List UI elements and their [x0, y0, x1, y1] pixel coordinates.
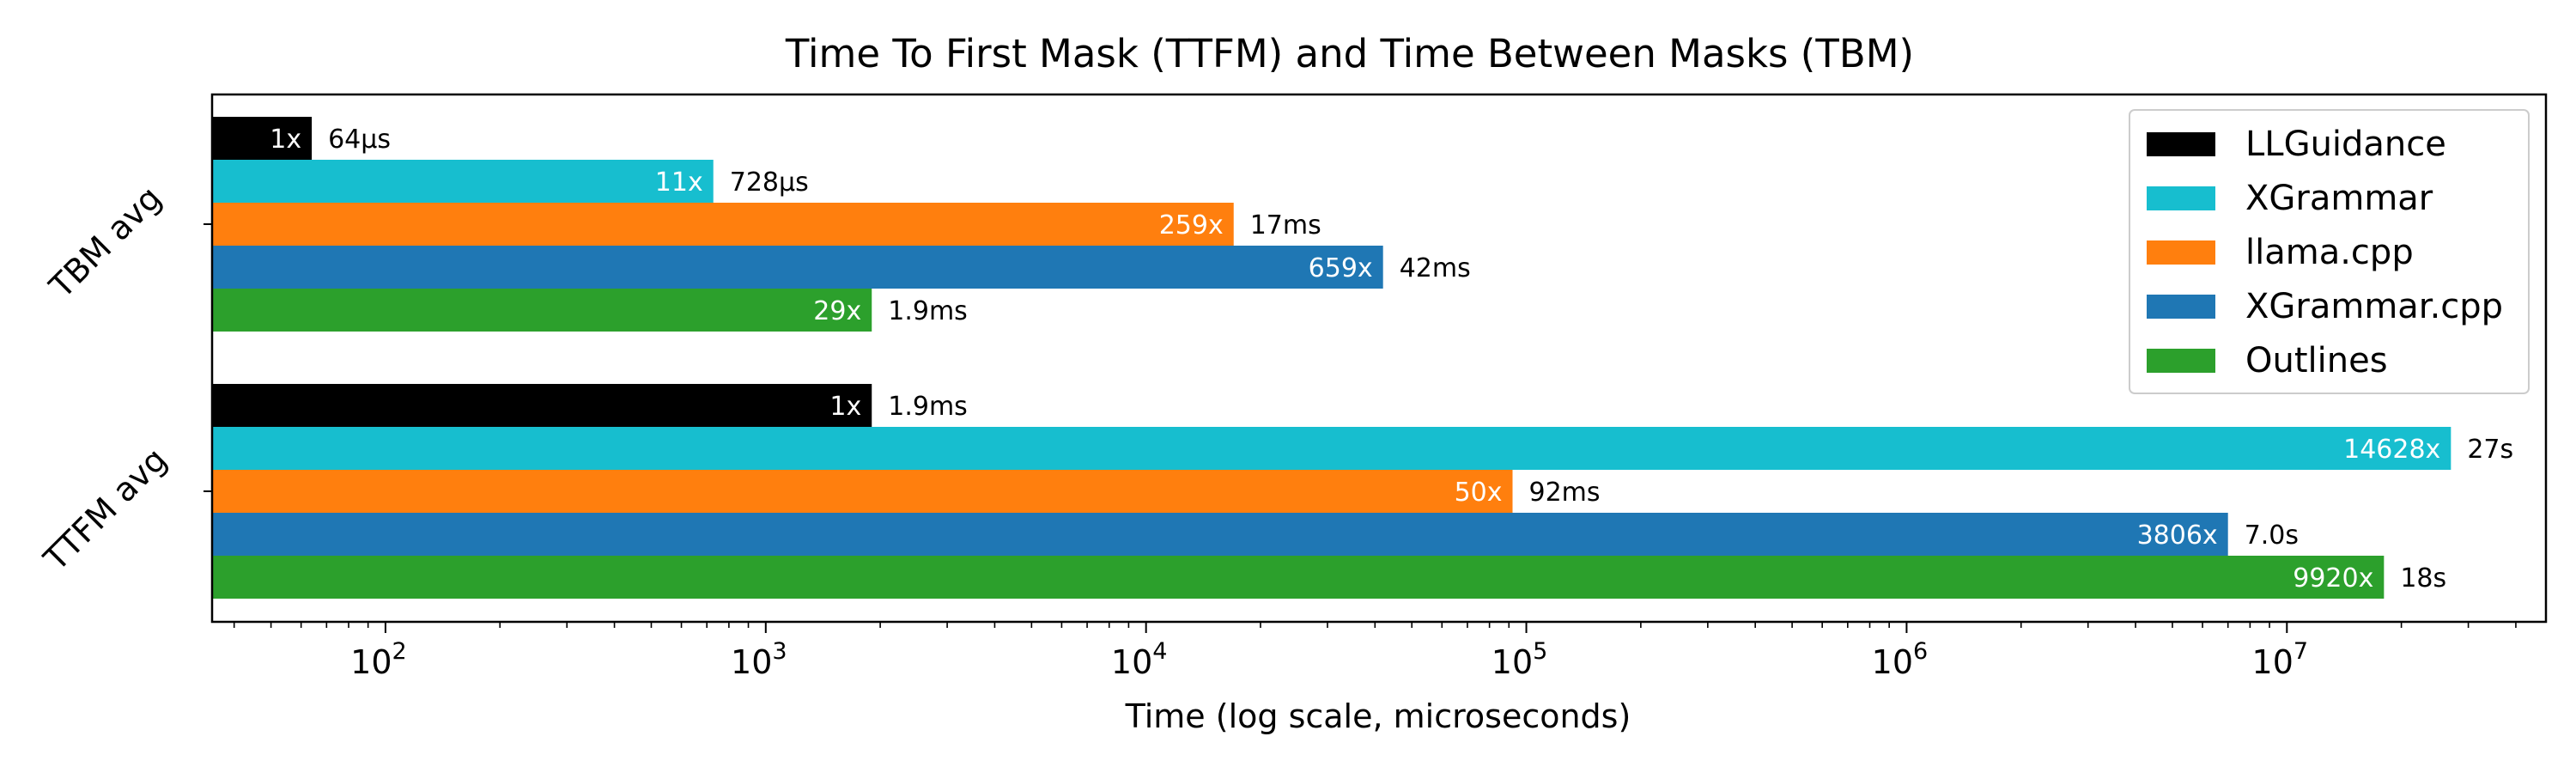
legend-entry-label: llama.cpp	[2245, 233, 2414, 272]
x-tick-label: 107	[2252, 638, 2309, 681]
bar	[212, 203, 1234, 246]
legend-entry-label: XGrammar.cpp	[2245, 287, 2503, 326]
bar-value-label: 64µs	[328, 125, 391, 155]
x-tick-label: 104	[1111, 638, 1168, 681]
x-tick-exponent: 5	[1533, 638, 1547, 665]
x-tick-base: 10	[2252, 643, 2293, 681]
bar	[212, 289, 872, 332]
legend-swatch	[2147, 295, 2215, 319]
bar	[212, 427, 2451, 470]
x-tick-base: 10	[731, 643, 772, 681]
bar-value-label: 7.0s	[2245, 520, 2299, 551]
bar	[212, 556, 2385, 599]
bar-value-label: 1.9ms	[888, 296, 968, 326]
x-tick-exponent: 6	[1913, 638, 1928, 665]
chart-title: Time To First Mask (TTFM) and Time Betwe…	[785, 31, 1914, 76]
x-tick-base: 10	[1872, 643, 1913, 681]
bar-value-label: 18s	[2400, 563, 2446, 593]
legend-box	[2129, 109, 2530, 394]
legend: LLGuidance XGrammar llama.cpp XGrammar.cpp O…	[2129, 109, 2530, 394]
bar	[212, 160, 714, 203]
legend-entry-label: XGrammar	[2245, 179, 2433, 218]
bar-value-label: 728µs	[730, 167, 809, 198]
bar-value-label: 92ms	[1529, 478, 1601, 508]
bar-ratio-label: 9920x	[2293, 563, 2373, 593]
x-tick-label: 106	[1872, 638, 1929, 681]
bar	[212, 117, 313, 160]
x-tick-exponent: 7	[2293, 638, 2308, 665]
bar-value-label: 1.9ms	[888, 392, 968, 422]
x-tick-exponent: 2	[392, 638, 407, 665]
bar-labels-layer: 1x 64µs 11x 728µs 259x 17ms 659x 42ms 29x 1.9ms 1x…	[270, 125, 2513, 593]
x-tick-base: 10	[350, 643, 392, 681]
bar	[212, 384, 872, 427]
bar-ratio-label: 259x	[1159, 210, 1224, 240]
legend-swatch	[2147, 186, 2215, 210]
x-tick-base: 10	[1492, 643, 1533, 681]
legend-swatch	[2147, 240, 2215, 265]
bar	[212, 246, 1383, 289]
bars-layer	[212, 117, 2451, 599]
x-tick-base: 10	[1111, 643, 1152, 681]
bar	[212, 470, 1513, 513]
x-tick-exponent: 4	[1152, 638, 1167, 665]
bar-value-label: 27s	[2467, 435, 2513, 465]
legend-swatch	[2147, 132, 2215, 156]
bar-ratio-label: 1x	[270, 125, 301, 155]
x-tick-label: 105	[1492, 638, 1548, 681]
bar-ratio-label: 29x	[813, 296, 861, 326]
x-tick-label: 103	[731, 638, 787, 681]
bar-ratio-label: 3806x	[2137, 520, 2218, 551]
bar-ratio-label: 50x	[1455, 478, 1503, 508]
bar-value-label: 42ms	[1400, 253, 1471, 283]
bar-ratio-label: 14628x	[2343, 435, 2440, 465]
bar-value-label: 17ms	[1250, 210, 1321, 240]
x-axis-label: Time (log scale, microseconds)	[1125, 697, 1631, 735]
legend-entry-label: LLGuidance	[2245, 125, 2446, 164]
x-tick-exponent: 3	[772, 638, 787, 665]
bar-ratio-label: 659x	[1309, 253, 1373, 283]
y-category-label: TBM avg	[42, 179, 169, 306]
x-tick-label: 102	[350, 638, 407, 681]
bar-ratio-label: 11x	[655, 167, 703, 198]
bar	[212, 513, 2228, 556]
legend-entry-label: Outlines	[2245, 341, 2388, 380]
legend-swatch	[2147, 349, 2215, 373]
y-category-label: TTFM avg	[36, 441, 174, 579]
plot-frame	[210, 93, 2548, 624]
bar-ratio-label: 1x	[829, 392, 861, 422]
